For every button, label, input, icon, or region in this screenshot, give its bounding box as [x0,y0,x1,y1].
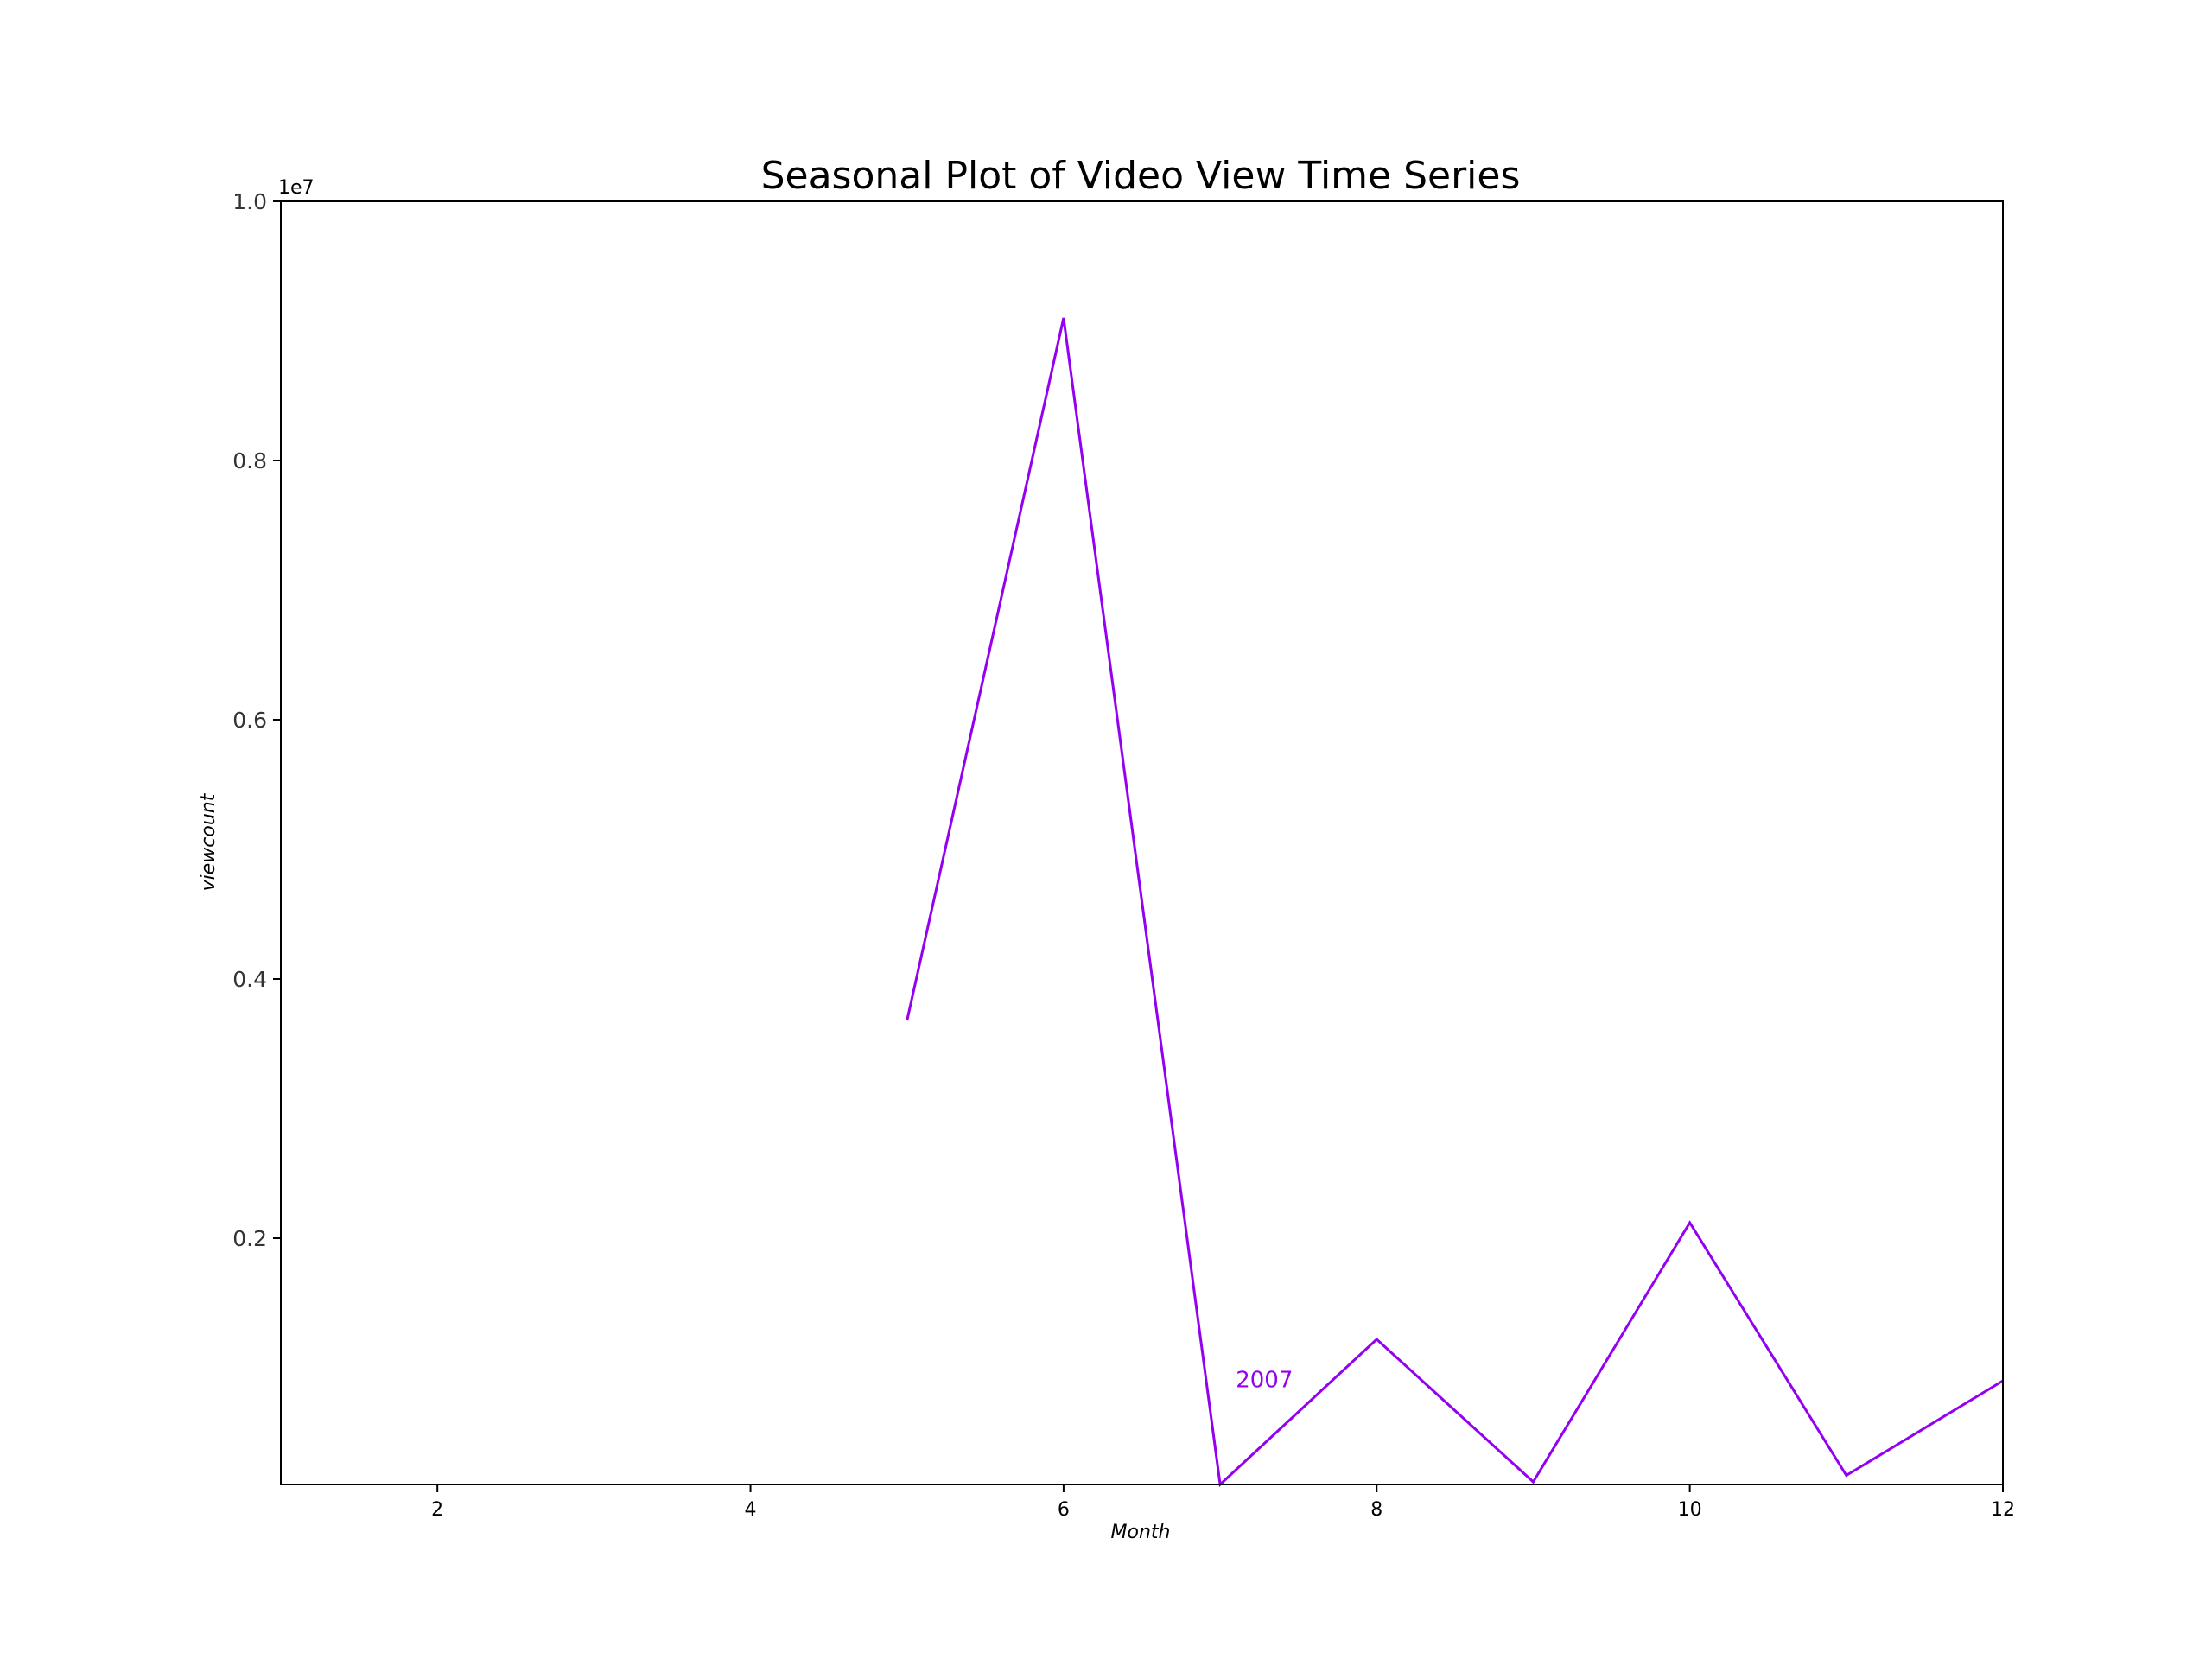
x-tick-label: 4 [745,1499,757,1521]
chart-title: Seasonal Plot of Video View Time Series [761,154,1521,198]
y-tick-label: 0.6 [232,708,267,733]
y-tick-label: 0.2 [232,1226,267,1251]
y-offset-label: 1e7 [278,177,315,199]
y-axis: 0.2 0.4 0.6 0.8 1.0 [232,189,281,1251]
series-year-annotation: 2007 [1236,1368,1293,1394]
x-tick-label: 12 [1991,1499,2015,1521]
y-tick-label: 0.4 [232,967,267,992]
y-tick-label: 0.8 [232,448,267,474]
x-axis: 2 4 6 8 10 12 [431,1484,2015,1521]
x-axis-label: Month [1111,1522,1171,1543]
series-layer [906,317,2004,1488]
y-axis-label: viewcount [198,792,219,891]
x-tick-label: 10 [1678,1499,1702,1521]
axes-frame [280,200,2004,1485]
y-tick-label: 1.0 [232,189,267,214]
x-tick-label: 8 [1370,1499,1382,1521]
series-line [906,317,2004,1488]
annotation-layer: 2007 [1236,1368,1293,1394]
x-tick-label: 6 [1058,1499,1070,1521]
x-tick-label: 2 [431,1499,443,1521]
